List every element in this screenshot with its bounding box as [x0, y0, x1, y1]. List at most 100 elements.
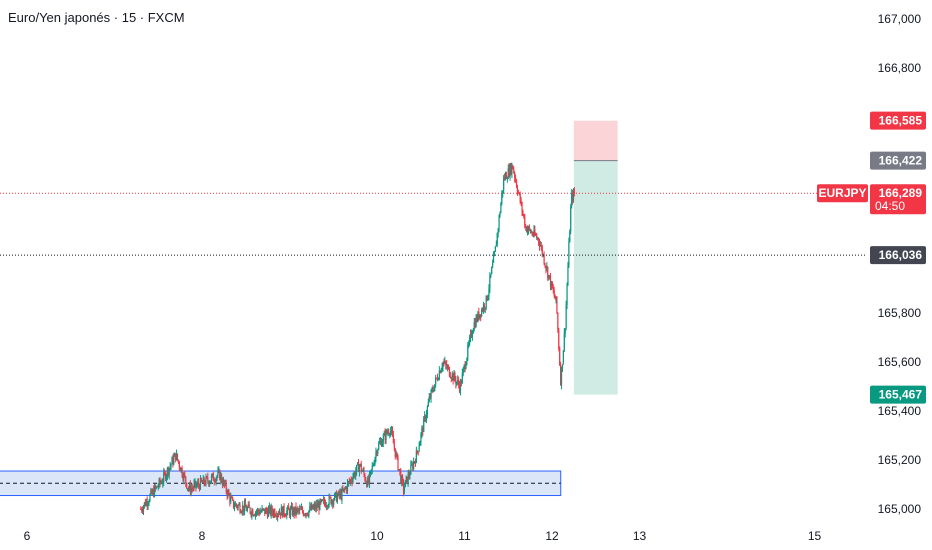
candle-body	[540, 245, 542, 247]
candle-body	[537, 238, 540, 242]
candle-body	[547, 266, 549, 278]
candle-body	[312, 506, 315, 509]
candle-body	[207, 477, 209, 482]
candle-body	[238, 504, 240, 506]
current-price-tag-bg	[870, 184, 926, 215]
candle-body	[477, 311, 479, 321]
candle-body	[546, 266, 548, 269]
candle-body	[560, 368, 563, 385]
price-tags: 166,585 166,422 166,036 165,467 166,28904:50…	[817, 111, 926, 404]
candle-body	[523, 214, 525, 218]
candle-body	[350, 479, 352, 482]
candle-body	[183, 473, 185, 480]
candle-body	[153, 489, 155, 497]
candle-body	[178, 462, 180, 468]
candle-body	[142, 506, 145, 512]
candle-body	[551, 281, 553, 289]
candle-body	[520, 201, 522, 203]
candle-body	[237, 505, 239, 508]
candle-body	[187, 488, 190, 490]
candle-body	[566, 285, 568, 305]
candle-body	[198, 482, 200, 486]
candle-body	[261, 508, 263, 512]
candle-body	[505, 173, 508, 179]
candle-body	[289, 508, 292, 516]
candle-body	[221, 474, 223, 482]
candle-body	[298, 509, 300, 511]
candle-body	[368, 478, 370, 484]
candle-body	[174, 453, 176, 457]
candle-body	[286, 510, 288, 516]
candle-body	[342, 489, 344, 491]
candle-body	[381, 442, 383, 447]
candle-body	[422, 428, 424, 432]
candle-body	[536, 235, 538, 239]
candle-body	[413, 461, 416, 463]
candle-body	[398, 469, 400, 471]
y-tick-label: 165,400	[878, 404, 922, 418]
candle-body	[408, 473, 410, 476]
candle-body	[419, 441, 421, 447]
candle-body	[380, 441, 383, 447]
candle-body	[331, 500, 333, 504]
candle-body	[172, 457, 174, 465]
candle-body	[469, 337, 471, 344]
candle-body	[199, 478, 202, 490]
candle-body	[443, 362, 445, 364]
candle-body	[436, 377, 439, 380]
candle-body	[391, 430, 394, 436]
candle-body	[467, 345, 469, 358]
candle-body	[490, 273, 492, 276]
candle-body	[271, 506, 273, 513]
candle-body	[201, 481, 203, 483]
candle-body	[269, 506, 271, 515]
candle-body	[418, 446, 420, 452]
candle-body	[507, 168, 509, 179]
candle-body	[141, 510, 144, 512]
candle-body	[196, 484, 198, 487]
candle-body	[456, 382, 458, 384]
candle-body	[513, 169, 515, 173]
candle-body	[236, 505, 238, 508]
candle-body	[303, 514, 305, 516]
candle-body	[308, 510, 310, 516]
candle-body	[354, 472, 356, 477]
candle-body	[186, 482, 188, 489]
horizontal-line-tag-bg	[870, 246, 926, 265]
candle-body	[435, 377, 438, 379]
candle-body	[182, 475, 184, 480]
candle-body	[285, 515, 287, 517]
candle-body	[214, 481, 216, 483]
candle-body	[370, 469, 372, 471]
candle-body	[449, 376, 451, 378]
candle-body	[397, 455, 399, 470]
candle-body	[325, 506, 327, 508]
candle-body	[561, 364, 564, 369]
candle-body	[250, 512, 252, 516]
candle-body	[306, 513, 308, 515]
candle-body	[335, 492, 338, 502]
candle-body	[472, 329, 474, 334]
candle-body	[448, 367, 451, 377]
lines-layer	[0, 192, 866, 256]
candle-body	[304, 514, 306, 516]
candle-body	[277, 514, 280, 516]
candle-body	[194, 481, 196, 484]
candle-body	[479, 314, 481, 319]
candle-body	[394, 448, 396, 457]
candle-body	[420, 433, 422, 442]
candle-body	[491, 267, 493, 274]
candle-body	[327, 505, 329, 508]
y-tick-label: 166,800	[878, 61, 922, 75]
candle-body	[275, 515, 277, 517]
candle-body	[488, 288, 490, 296]
candle-body	[218, 470, 220, 472]
candle-body	[508, 168, 510, 177]
candle-body	[458, 380, 460, 385]
candle-body	[229, 494, 231, 502]
candle-body	[375, 452, 377, 458]
candle-body	[429, 396, 431, 399]
candle-body	[510, 164, 512, 174]
candle-body	[319, 499, 321, 511]
